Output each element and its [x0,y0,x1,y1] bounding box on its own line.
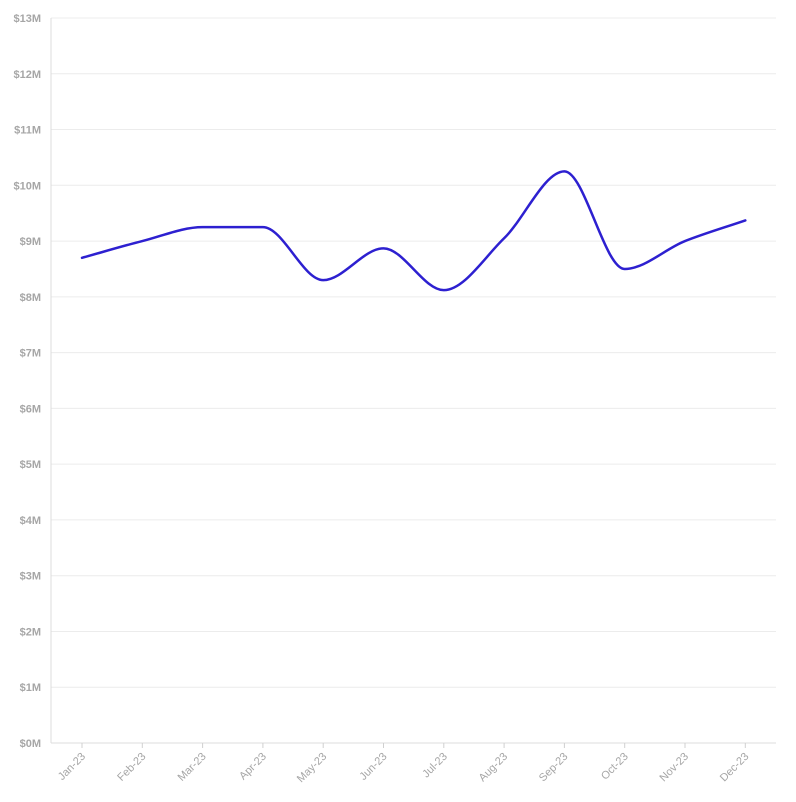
y-tick-label: $13M [13,13,41,25]
x-tick-label: Mar-23 [176,751,209,784]
y-tick-label: $7M [20,348,41,360]
axes [50,18,776,748]
x-tick-label: Aug-23 [477,751,511,785]
y-tick-label: $1M [20,682,41,694]
x-tick-label: Jul-23 [420,751,450,781]
y-tick-label: $12M [13,69,41,81]
x-tick-label: Apr-23 [237,751,269,783]
y-tick-label: $10M [13,180,41,192]
y-tick-label: $3M [20,571,41,583]
y-axis-tick-labels: $0M $1M $2M $3M $4M $5M $6M $7M $8M $9M $10M $11M $1… [13,13,41,750]
y-tick-label: $11M [14,125,41,137]
x-tick-label: Oct-23 [599,751,631,783]
x-tick-label: Jan-23 [56,751,88,783]
y-tick-label: $0M [20,738,41,750]
series-line-0 [80,170,747,292]
x-tick-label: Jun-23 [357,751,389,783]
x-tick-label: May-23 [295,751,329,785]
y-tick-label: $5M [20,459,41,471]
x-axis-tick-labels: Jan-23 Feb-23 Mar-23 Apr-23 May-23 Jun-23 Jul-… [56,751,752,785]
grid-lines [51,17,776,688]
y-tick-label: $8M [20,292,41,304]
x-tick-label: Nov-23 [658,751,692,785]
x-tick-label: Sep-23 [537,751,571,785]
series-group [80,170,747,292]
x-tick-label: Feb-23 [115,751,148,784]
y-tick-label: $2M [20,626,41,638]
y-tick-label: $9M [20,236,41,248]
x-tick-label: Dec-23 [718,751,752,785]
y-tick-label: $6M [20,403,41,415]
y-tick-label: $4M [20,515,41,527]
